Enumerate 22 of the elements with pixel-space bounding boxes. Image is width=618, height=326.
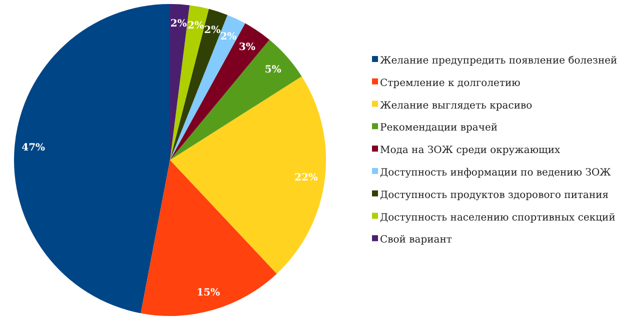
legend-label: Доступность населению спортивных секций [380,212,616,224]
pie-slice [170,40,302,160]
legend-label: Рекомендации врачей [380,122,498,134]
data-label: 2% [204,24,222,36]
data-label: 2% [220,31,238,42]
data-label: 3% [238,42,256,53]
legend-label: Доступность информации по ведению ЗОЖ [380,168,612,178]
data-label: 2% [170,18,188,30]
pie-slice [140,160,277,316]
legend-label: Доступность продуктов здорового питания [380,190,609,201]
data-label: 47% [22,142,46,154]
legend-label: Желание выглядеть красиво [380,100,532,112]
legend-label: Желание предупредить появление болезней [380,56,618,66]
data-label: 2% [187,20,204,32]
data-label: 5% [264,64,282,76]
pie-slice [14,4,170,314]
data-label: 15% [196,287,221,298]
legend-label: Стремление к долголетию [380,78,521,89]
data-label: 22% [294,172,318,184]
legend-label: Мода на ЗОЖ среди окружающих [380,145,561,156]
legend-label: Свой вариант [380,234,452,246]
pie-slice [170,76,326,274]
